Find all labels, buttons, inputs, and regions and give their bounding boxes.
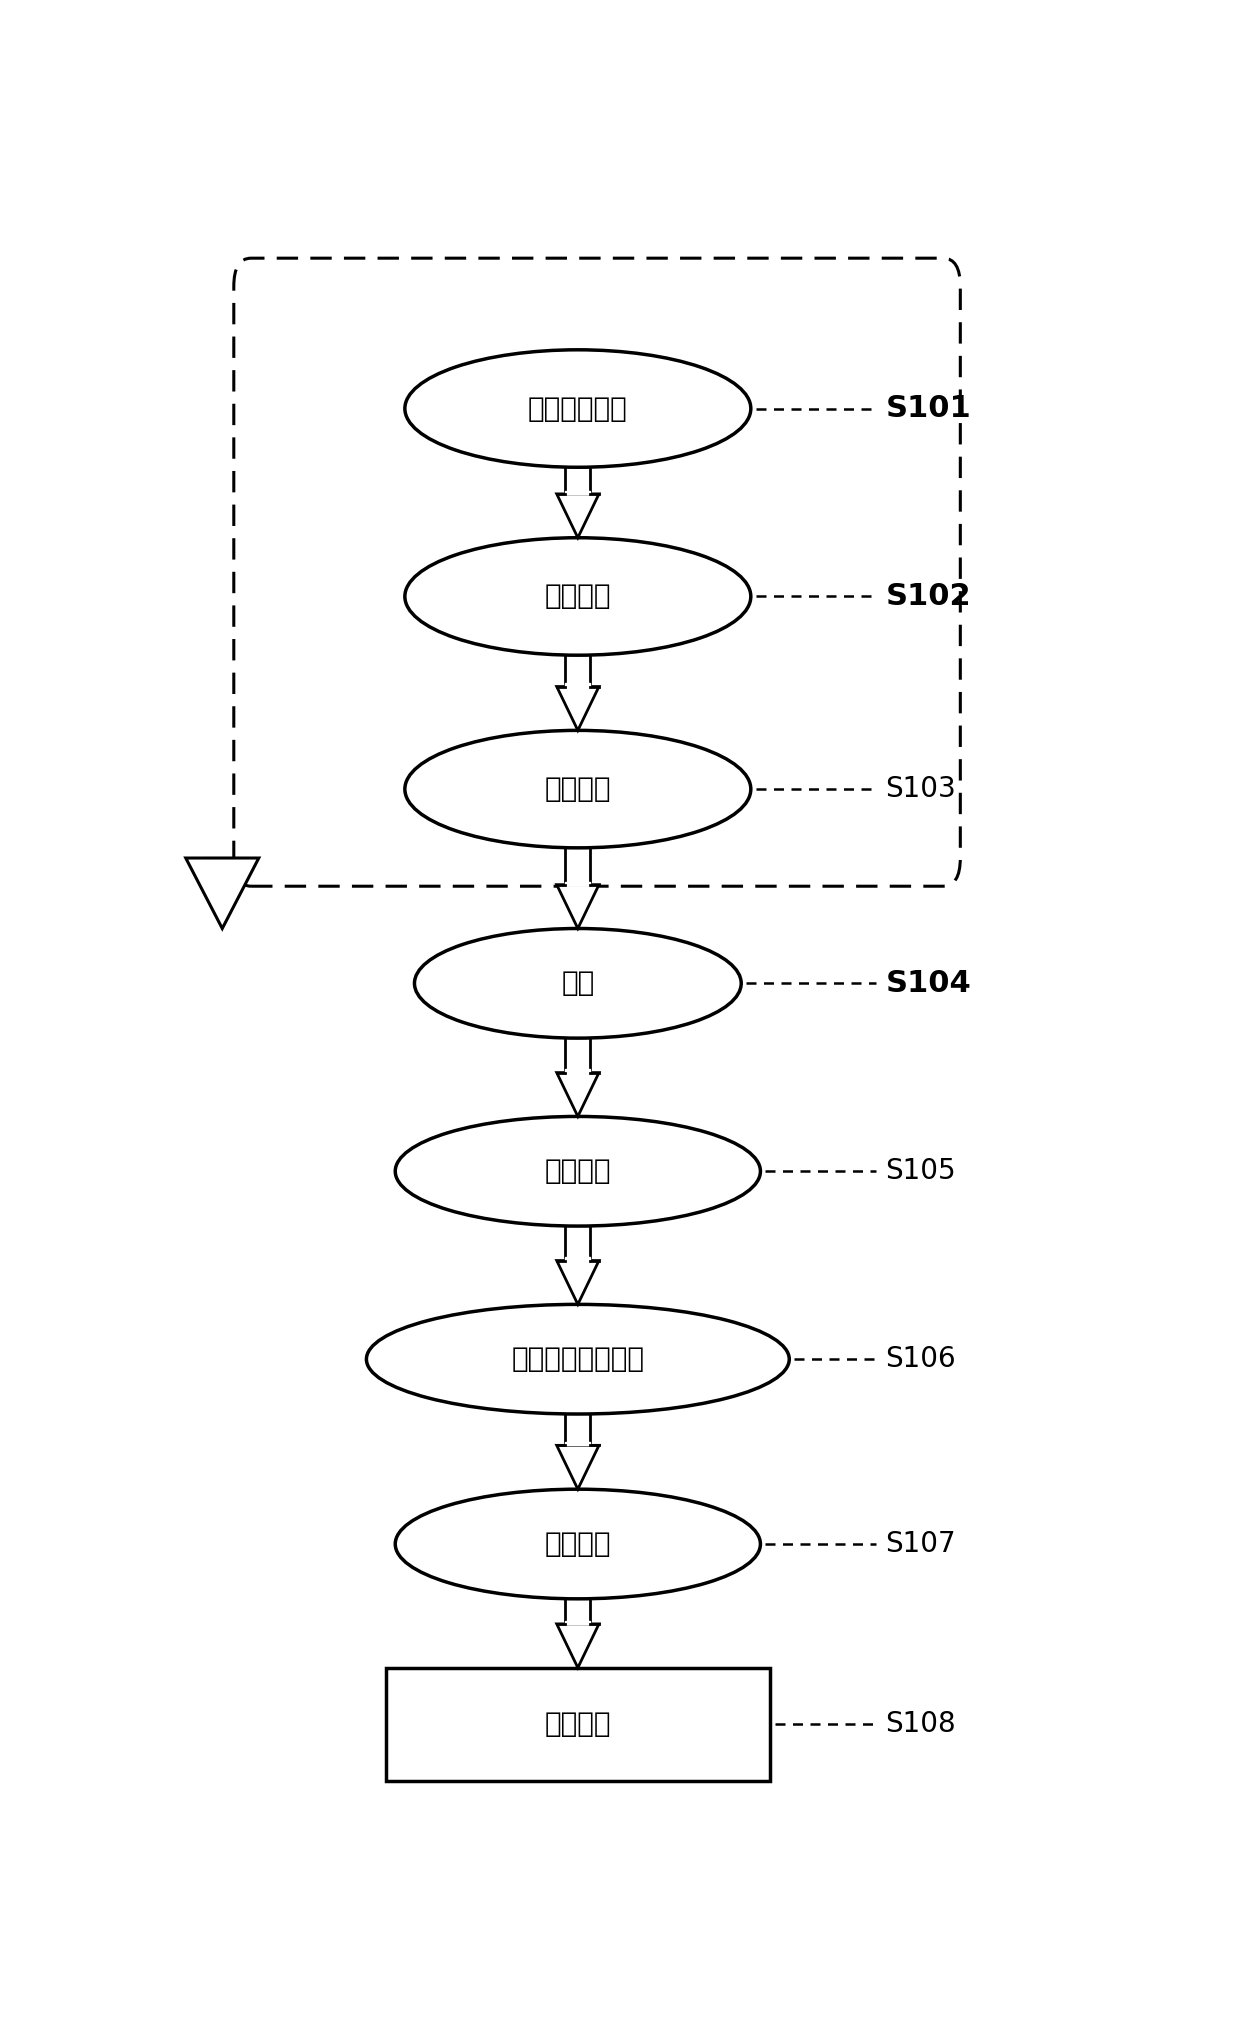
Polygon shape [557,885,599,928]
Ellipse shape [414,928,742,1037]
Text: 进入测试: 进入测试 [544,1711,611,1739]
Polygon shape [565,881,590,885]
Text: 加温至设定温: 加温至设定温 [528,395,627,423]
Text: 延迟时间: 延迟时间 [544,1157,611,1186]
Bar [386,1668,770,1780]
Text: S108: S108 [885,1711,956,1739]
Polygon shape [557,1446,599,1489]
Polygon shape [186,858,259,928]
Text: 系统校准: 系统校准 [544,775,611,803]
Polygon shape [557,494,599,537]
Text: S106: S106 [885,1344,956,1373]
Ellipse shape [404,537,750,655]
Text: S103: S103 [885,775,956,803]
Polygon shape [565,1442,590,1446]
Ellipse shape [404,350,750,468]
Text: 设备预热: 设备预热 [544,582,611,610]
Polygon shape [557,687,599,730]
Polygon shape [557,1261,599,1304]
Text: S107: S107 [885,1530,956,1558]
Ellipse shape [367,1304,789,1414]
Text: S101: S101 [885,395,971,423]
Polygon shape [565,1070,590,1072]
Text: 更新收集晶圆数据: 更新收集晶圆数据 [511,1344,645,1373]
Text: 载入: 载入 [562,970,594,997]
Polygon shape [557,1623,599,1668]
Text: S104: S104 [885,968,971,999]
Polygon shape [565,1257,590,1261]
Ellipse shape [404,730,750,848]
Polygon shape [557,1072,599,1117]
Text: 预热时间: 预热时间 [544,1530,611,1558]
Text: S105: S105 [885,1157,956,1186]
Polygon shape [565,490,590,494]
Polygon shape [565,1621,590,1623]
Polygon shape [565,683,590,687]
Ellipse shape [396,1117,760,1227]
Text: S102: S102 [885,582,971,610]
Ellipse shape [396,1489,760,1599]
